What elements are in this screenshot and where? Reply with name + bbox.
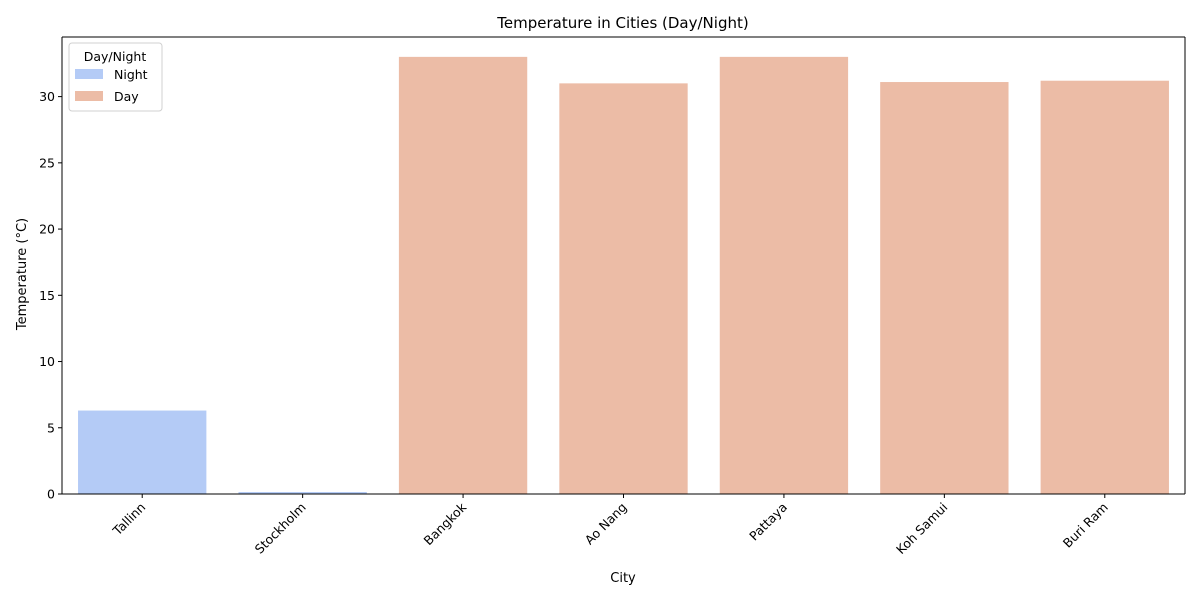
bar-tallinn — [78, 410, 207, 494]
x-tick-label: Bangkok — [421, 499, 470, 548]
chart-title: Temperature in Cities (Day/Night) — [496, 14, 748, 32]
bar-buri-ram — [1040, 80, 1169, 495]
legend: Day/Night Night Day — [68, 42, 163, 112]
x-tick-label: Pattaya — [746, 500, 790, 544]
legend-swatch-day — [75, 91, 103, 101]
legend-label-night: Night — [114, 67, 148, 82]
axes-frame — [61, 36, 1186, 495]
y-tick-label: 25 — [39, 155, 55, 170]
y-axis: 0 5 10 15 20 25 30 — [39, 89, 62, 502]
y-tick-label: 5 — [47, 420, 55, 435]
x-tick-label: Ao Nang — [582, 500, 630, 548]
bar-ao-nang — [559, 83, 688, 495]
x-tick-label: Tallinn — [109, 500, 148, 539]
y-tick-label: 15 — [39, 288, 55, 303]
legend-title: Day/Night — [84, 49, 147, 64]
x-axis: Tallinn Stockholm Bangkok Ao Nang Pattaya Koh… — [109, 494, 1111, 557]
bar-bangkok — [398, 56, 528, 495]
x-tick-label: Buri Ram — [1060, 500, 1111, 551]
bar-pattaya — [719, 56, 849, 495]
bar-koh-samui — [880, 82, 1009, 494]
x-tick-label: Koh Samui — [893, 500, 950, 557]
y-tick-label: 30 — [39, 89, 55, 104]
legend-swatch-night — [75, 69, 103, 79]
y-tick-label: 20 — [39, 222, 55, 237]
bars-layer — [78, 56, 1169, 495]
y-axis-label: Temperature (°C) — [15, 218, 30, 331]
x-axis-label: City — [610, 571, 636, 586]
x-tick-label: Stockholm — [252, 500, 309, 557]
legend-label-day: Day — [114, 89, 139, 104]
y-tick-label: 0 — [47, 487, 55, 502]
bar-stockholm — [238, 492, 367, 494]
y-tick-label: 10 — [39, 354, 55, 369]
